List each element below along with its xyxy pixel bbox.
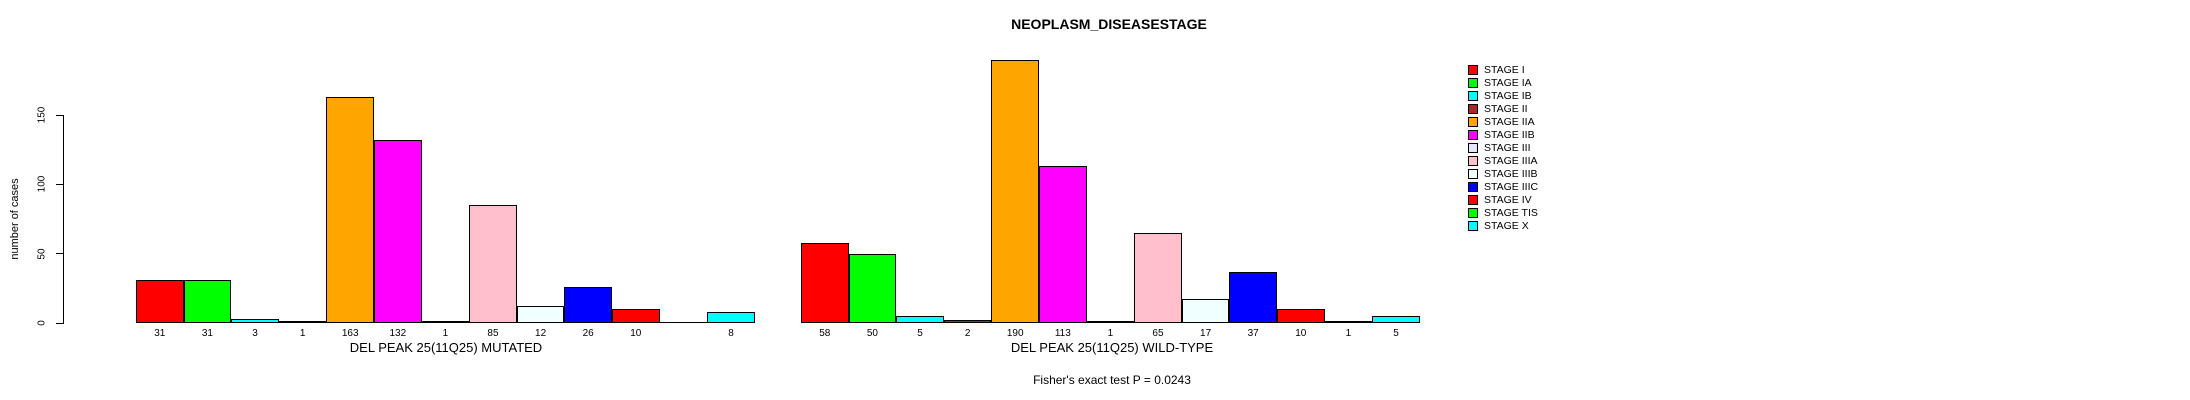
legend-entry: STAGE IV [1468, 193, 1532, 206]
legend-swatch-icon [1468, 142, 1478, 153]
legend-label: STAGE IV [1484, 193, 1532, 206]
bar-value-label: 17 [1200, 328, 1212, 339]
y-axis-line [63, 115, 64, 324]
x-baseline [801, 322, 1420, 323]
bar-stage-iiia [469, 205, 517, 323]
legend-swatch-icon [1468, 194, 1478, 205]
legend-entry: STAGE IIIA [1468, 154, 1537, 167]
bar-value-label: 1 [442, 328, 449, 339]
legend-entry: STAGE I [1468, 63, 1525, 76]
bar-stage-ia [183, 280, 232, 323]
chart-title: NEOPLASM_DISEASESTAGE [1011, 16, 1207, 32]
bar-stage-i [136, 280, 184, 323]
legend-label: STAGE TIS [1484, 206, 1538, 219]
bar-stage-ia [848, 254, 897, 323]
legend-label: STAGE IIIC [1484, 180, 1539, 193]
legend-label: STAGE X [1484, 219, 1529, 232]
y-tick-mark [56, 114, 63, 116]
legend-label: STAGE I [1484, 63, 1525, 76]
bar-stage-iia [991, 60, 1039, 323]
legend-entry: STAGE IIIB [1468, 167, 1537, 180]
legend-swatch-icon [1468, 168, 1478, 179]
legend-label: STAGE IIA [1484, 115, 1535, 128]
bar-stage-iiic [1229, 272, 1277, 323]
bar-stage-iv [1277, 309, 1325, 323]
bar-value-label: 50 [866, 328, 878, 339]
bar-value-label: 5 [917, 328, 923, 339]
legend-entry: STAGE IA [1468, 76, 1532, 89]
bar-stage-iib [1039, 166, 1087, 323]
x-axis-label-mutated: DEL PEAK 25(11Q25) MUTATED [349, 340, 543, 355]
legend-entry: STAGE X [1468, 219, 1529, 232]
y-tick-label: 100 [36, 175, 48, 193]
legend-swatch-icon [1468, 129, 1478, 140]
legend-label: STAGE IIIB [1484, 167, 1538, 180]
bar-value-label: 2 [964, 328, 971, 339]
bar-value-label: 1 [1345, 328, 1352, 339]
legend-entry: STAGE II [1468, 102, 1528, 115]
bar-value-label: 65 [1152, 328, 1164, 339]
y-tick-label: 0 [36, 320, 48, 326]
bar-value-label: 132 [389, 328, 407, 339]
bar-value-label: 37 [1247, 328, 1259, 339]
bar-stage-i [801, 243, 849, 323]
bar-value-label: 10 [1295, 328, 1307, 339]
bar-value-label: 1 [299, 328, 306, 339]
legend-label: STAGE II [1484, 102, 1528, 115]
legend-swatch-icon [1468, 116, 1478, 127]
x-axis-label-wild-type: DEL PEAK 25(11Q25) WILD-TYPE [1010, 340, 1214, 355]
y-tick-mark [56, 183, 63, 185]
legend-entry: STAGE IIA [1468, 115, 1535, 128]
y-tick-label: 50 [36, 248, 48, 260]
bar-stage-iiic [564, 287, 612, 323]
bar-value-label: 190 [1006, 328, 1024, 339]
legend-entry: STAGE IB [1468, 89, 1532, 102]
bar-stage-iib [374, 140, 422, 323]
legend-swatch-icon [1468, 155, 1478, 166]
bar-stage-iiib [1181, 299, 1230, 323]
bar-stage-iia [326, 97, 374, 323]
legend-label: STAGE III [1484, 141, 1531, 154]
legend-entry: STAGE IIB [1468, 128, 1535, 141]
bar-value-label: 3 [252, 328, 258, 339]
legend-label: STAGE IA [1484, 76, 1532, 89]
legend-entry: STAGE TIS [1468, 206, 1538, 219]
legend-swatch-icon [1468, 77, 1478, 88]
bar-stage-iv [612, 309, 660, 323]
bar-value-label: 5 [1393, 328, 1399, 339]
y-tick-mark [56, 253, 63, 255]
bar-value-label: 163 [341, 328, 359, 339]
legend-swatch-icon [1468, 90, 1478, 101]
y-tick-label: 150 [36, 106, 48, 124]
legend-swatch-icon [1468, 103, 1478, 114]
bar-value-label: 58 [819, 328, 831, 339]
x-baseline [136, 322, 755, 323]
legend-swatch-icon [1468, 220, 1478, 231]
y-tick-mark [56, 322, 63, 324]
legend-swatch-icon [1468, 64, 1478, 75]
bar-value-label: 113 [1054, 328, 1071, 339]
bar-value-label: 12 [535, 328, 547, 339]
bar-stage-iiib [516, 306, 565, 323]
legend-entry: STAGE IIIC [1468, 180, 1538, 193]
bar-value-label: 8 [728, 328, 734, 339]
fisher-test-annotation: Fisher's exact test P = 0.0243 [1033, 373, 1191, 387]
legend-entry: STAGE III [1468, 141, 1530, 154]
legend-label: STAGE IB [1484, 89, 1532, 102]
bar-value-label: 26 [582, 328, 594, 339]
bar-value-label: 85 [487, 328, 499, 339]
bar-stage-iiia [1134, 233, 1182, 323]
bar-value-label: 31 [154, 328, 166, 339]
y-axis-label: number of cases [9, 178, 21, 260]
bar-value-label: 1 [1107, 328, 1114, 339]
legend-swatch-icon [1468, 181, 1478, 192]
legend-label: STAGE IIIA [1484, 154, 1538, 167]
bar-value-label: 31 [201, 328, 213, 339]
legend-label: STAGE IIB [1484, 128, 1535, 141]
legend-swatch-icon [1468, 207, 1478, 218]
bar-value-label: 10 [630, 328, 642, 339]
